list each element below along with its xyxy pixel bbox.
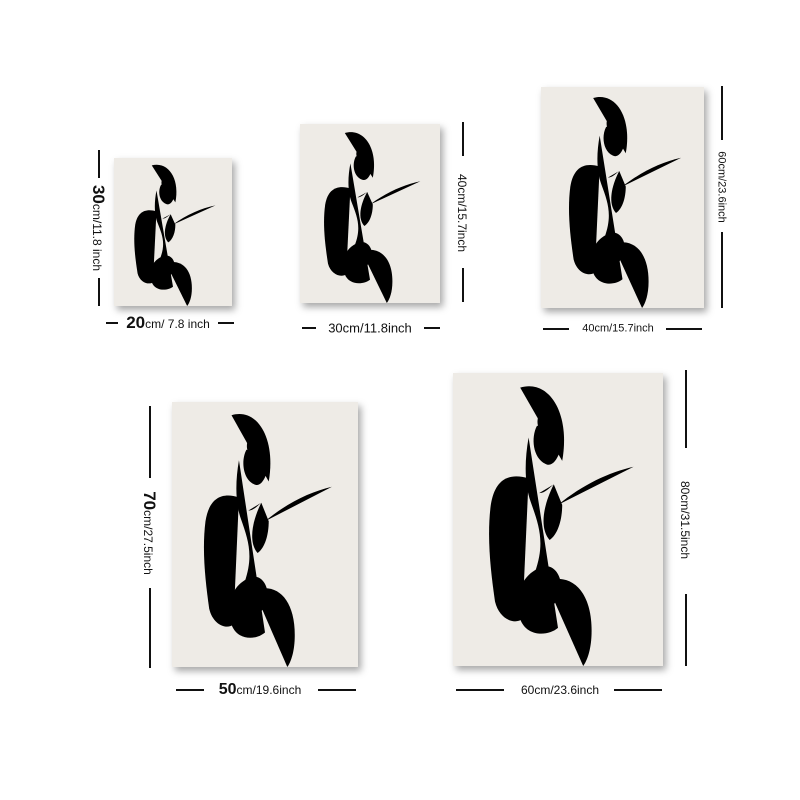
width-label-30x40: 30cm/11.8inch (328, 320, 412, 336)
line-art-figure (203, 414, 332, 667)
height-line-bottom (721, 232, 723, 308)
height-line-top (98, 150, 100, 178)
width-label-40x60: 40cm/15.7inch (582, 322, 654, 335)
height-line-bottom (149, 588, 151, 668)
height-label-20x30: 30cm/11.8 inch (89, 184, 108, 272)
width-line-right (666, 328, 702, 330)
line-art-figure (568, 97, 682, 308)
width-line-left (456, 689, 504, 691)
line-art-figure (324, 132, 421, 303)
width-label-50x70: 50cm/19.6inch (218, 681, 302, 698)
height-line-top (721, 86, 723, 140)
height-label-40x60: 60cm/23.6inch (715, 151, 728, 223)
width-line-right (218, 322, 234, 324)
height-line-top (685, 370, 687, 448)
line-art-figure (134, 164, 216, 306)
height-line-bottom (685, 594, 687, 666)
height-label-30x40: 40cm/15.7inch (455, 173, 469, 253)
poster-60x80 (453, 373, 663, 666)
height-line-bottom (462, 268, 464, 302)
height-line-top (462, 122, 464, 156)
height-line-bottom (98, 278, 100, 306)
width-line-left (543, 328, 569, 330)
poster-20x30 (114, 158, 232, 306)
poster-50x70 (172, 402, 358, 667)
width-label-20x30: 20cm/ 7.8 inch (126, 313, 210, 332)
height-label-50x70: 70cm/27.5inch (140, 491, 159, 575)
poster-40x60 (541, 87, 704, 308)
width-line-left (302, 327, 316, 329)
width-line-right (318, 689, 356, 691)
width-line-right (424, 327, 440, 329)
poster-30x40 (300, 124, 440, 303)
width-line-right (614, 689, 662, 691)
height-label-60x80: 80cm/31.5inch (678, 480, 692, 560)
height-line-top (149, 406, 151, 478)
width-label-60x80: 60cm/23.6inch (520, 683, 600, 697)
line-art-figure (489, 386, 634, 666)
width-line-left (176, 689, 204, 691)
width-line-left (106, 322, 118, 324)
